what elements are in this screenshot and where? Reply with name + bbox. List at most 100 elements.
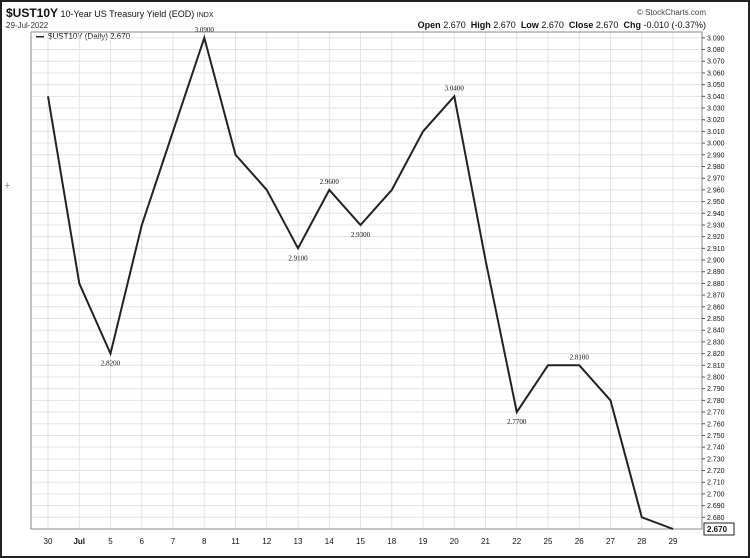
x-tick-label: 11	[231, 537, 240, 546]
x-tick-label: 28	[637, 537, 646, 546]
y-tick-label: 2.890	[707, 269, 725, 276]
x-tick-label: 18	[387, 537, 396, 546]
y-tick-label: 3.040	[707, 94, 725, 101]
y-tick-label: 3.050	[707, 82, 725, 89]
y-tick-label: 3.090	[707, 35, 725, 42]
y-tick-label: 2.860	[707, 304, 725, 311]
series-line	[47, 34, 674, 530]
y-tick-label: 2.920	[707, 234, 725, 241]
series-group	[47, 34, 674, 530]
description-label: 10-Year US Treasury Yield (EOD)	[60, 9, 195, 19]
y-tick-label: 2.770	[707, 410, 725, 417]
y-tick-label: 2.870	[707, 293, 725, 300]
x-axis: 30 Jul 5 6 7 8 11 12 13 14 15 18 19 20 21 22 25 26 27 28 29	[44, 537, 678, 546]
y-tick-label: 2.960	[707, 187, 725, 194]
legend-swatch	[36, 35, 44, 38]
y-tick-label: 2.730	[707, 456, 725, 463]
collapse-icon[interactable]: −	[4, 22, 10, 33]
y-tick-label: 2.950	[707, 199, 725, 206]
y-tick-label: 2.880	[707, 281, 725, 288]
y-tick-label: 2.690	[707, 503, 725, 510]
close-label: Close	[568, 20, 594, 30]
data-label: 2.8200	[101, 360, 121, 368]
chg-label: Chg	[623, 20, 641, 30]
y-tick-label: 2.990	[707, 152, 725, 159]
x-tick-label: 8	[202, 537, 207, 546]
x-tick-label: 19	[419, 537, 428, 546]
axes	[30, 31, 703, 530]
y-tick-label: 2.900	[707, 258, 725, 265]
legend: $UST10Y (Daily) 2.670	[36, 32, 130, 41]
y-tick-label: 2.720	[707, 468, 725, 475]
y-tick-label: 3.030	[707, 106, 725, 113]
x-tick-label: 22	[512, 537, 521, 546]
data-label: 2.9600	[320, 178, 340, 186]
x-tick-label: 27	[606, 537, 615, 546]
y-tick-label: 3.020	[707, 117, 725, 124]
y-tick-label: 2.980	[707, 164, 725, 171]
y-tick-label: 3.010	[707, 129, 725, 136]
data-label: 2.9100	[288, 254, 308, 262]
y-tick-label: 2.910	[707, 246, 725, 253]
y-tick-label: 2.740	[707, 445, 725, 452]
x-tick-label: Jul	[73, 537, 85, 546]
y-axis: 2.680 2.690 2.700 2.710 2.720 2.730 2.740 2.750…	[702, 35, 725, 522]
exchange-label: INDX	[196, 12, 214, 19]
credit-label[interactable]: © StockCharts.com	[636, 8, 706, 17]
high-label: High	[470, 20, 491, 30]
price-stats: Open 2.670 High 2.670 Low 2.670 Close 2.…	[418, 20, 706, 30]
y-tick-label: 2.970	[707, 176, 725, 183]
legend-label: $UST10Y (Daily) 2.670	[48, 32, 131, 41]
x-tick-label: 20	[450, 537, 459, 546]
x-tick-label: 14	[325, 537, 334, 546]
symbol-label: $UST10Y	[6, 6, 59, 20]
y-tick-label: 2.820	[707, 351, 725, 358]
y-tick-label: 2.680	[707, 515, 725, 522]
chart-date: 29-Jul-2022	[6, 21, 49, 30]
data-label: 2.9300	[351, 231, 371, 239]
x-tick-label: 5	[108, 537, 113, 546]
y-tick-label: 2.830	[707, 339, 725, 346]
open-label: Open	[417, 20, 441, 30]
close-value: 2.670	[595, 20, 619, 30]
y-tick-label: 2.840	[707, 328, 725, 335]
data-labels: 2.8200 3.0900 2.9100 2.9600 2.9300 3.0400 2.77…	[101, 26, 735, 536]
x-tick-label: 29	[669, 537, 678, 546]
y-tick-label: 2.930	[707, 222, 725, 229]
y-tick-label: 2.780	[707, 398, 725, 405]
high-value: 2.670	[493, 20, 516, 30]
y-tick-label: 2.940	[707, 211, 725, 218]
open-value: 2.670	[443, 20, 466, 30]
x-tick-label: 25	[544, 537, 553, 546]
x-tick-label: 6	[140, 537, 145, 546]
chart-title: $UST10Y 10-Year US Treasury Yield (EOD) …	[6, 6, 214, 20]
x-tick-label: 7	[171, 537, 176, 546]
data-label: 3.0400	[445, 84, 465, 92]
y-tick-label: 2.750	[707, 433, 725, 440]
y-tick-label: 2.700	[707, 491, 725, 498]
plot-border	[30, 31, 703, 530]
expand-icon[interactable]: +	[4, 180, 11, 192]
y-tick-label: 3.000	[707, 141, 725, 148]
y-tick-label: 3.060	[707, 70, 725, 77]
low-value: 2.670	[541, 20, 564, 30]
last-value-label: 2.670	[707, 525, 728, 534]
x-tick-label: 30	[44, 537, 53, 546]
y-tick-label: 3.080	[707, 47, 725, 54]
y-tick-label: 2.800	[707, 374, 725, 381]
x-tick-label: 12	[262, 537, 271, 546]
x-tick-label: 15	[356, 537, 365, 546]
y-tick-label: 2.760	[707, 421, 725, 428]
chg-value: -0.010 (-0.37%)	[643, 20, 706, 30]
y-tick-label: 2.710	[707, 480, 725, 487]
data-label: 2.7700	[507, 418, 527, 426]
x-tick-label: 21	[481, 537, 490, 546]
last-value-box	[703, 522, 735, 536]
low-label: Low	[520, 20, 539, 30]
data-label: 3.0900	[195, 26, 215, 34]
y-tick-label: 3.070	[707, 59, 725, 66]
data-label: 2.8100	[570, 353, 590, 361]
x-tick-label: 13	[294, 537, 303, 546]
